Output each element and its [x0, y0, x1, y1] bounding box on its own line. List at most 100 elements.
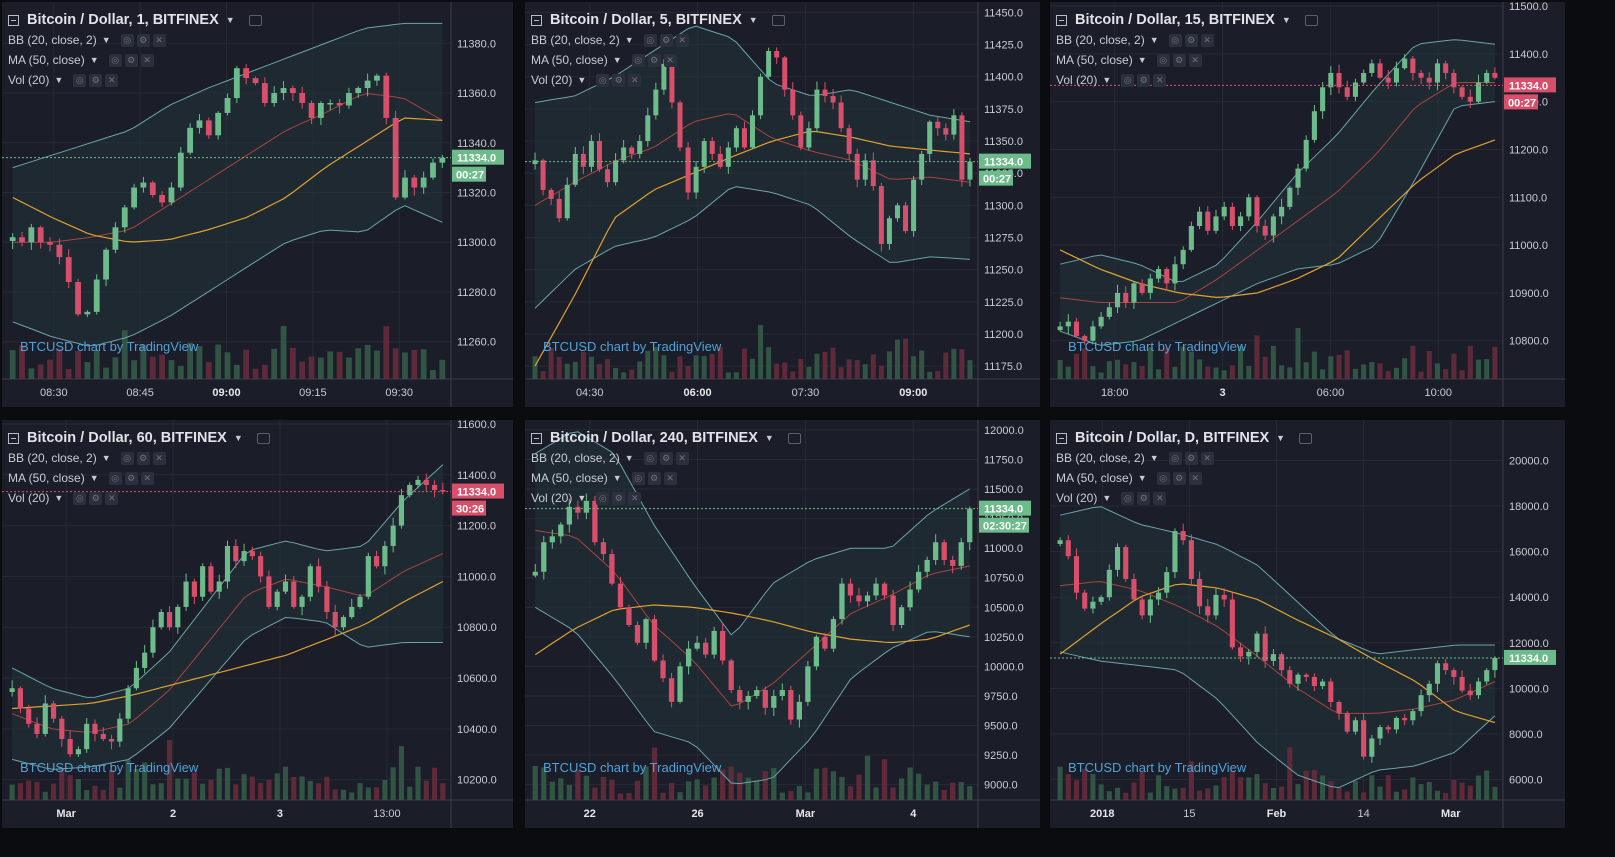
indicator-vol[interactable]: Vol (20) ▼ ◎ ⚙ ✕ — [531, 488, 801, 508]
indicator-bb[interactable]: BB (20, close, 2) ▼ ◎ ⚙ ✕ — [8, 448, 270, 468]
chart-canvas[interactable]: 20000.0 18000.0 16000.0 14000.0 12000.0 10000… — [1050, 420, 1565, 828]
symbol-title[interactable]: Bitcoin / Dollar, 5, BITFINEX ▼ — [531, 10, 785, 30]
eye-icon[interactable]: ◎ — [1156, 53, 1170, 67]
collapse-icon[interactable] — [531, 432, 542, 444]
gear-icon[interactable]: ⚙ — [89, 491, 103, 505]
eye-icon[interactable]: ◎ — [73, 491, 87, 505]
symbol-title[interactable]: Bitcoin / Dollar, D, BITFINEX ▼ — [1056, 428, 1313, 448]
chart-panel-6[interactable]: 20000.0 18000.0 16000.0 14000.0 12000.0 10000… — [1050, 420, 1565, 828]
gear-icon[interactable]: ⚙ — [136, 33, 150, 47]
indicator-bb[interactable]: BB (20, close, 2) ▼ ◎ ⚙ ✕ — [531, 448, 801, 468]
eye-icon[interactable]: ◎ — [1168, 33, 1182, 47]
gear-icon[interactable]: ⚙ — [136, 451, 150, 465]
close-icon[interactable]: ✕ — [663, 53, 677, 67]
indicator-bb[interactable]: BB (20, close, 2) ▼ ◎ ⚙ ✕ — [531, 30, 785, 50]
collapse-icon[interactable] — [1056, 432, 1067, 444]
chevron-down-icon[interactable]: ▼ — [54, 75, 64, 85]
indicator-vol[interactable]: Vol (20) ▼ ◎ ⚙ ✕ — [531, 70, 785, 90]
eye-icon[interactable]: ◎ — [120, 33, 134, 47]
eye-icon[interactable]: ◎ — [596, 73, 610, 87]
eye-icon[interactable]: ◎ — [1121, 73, 1135, 87]
eye-icon[interactable]: ◎ — [631, 53, 645, 67]
hide-icon[interactable] — [787, 432, 801, 444]
gear-icon[interactable]: ⚙ — [1172, 471, 1186, 485]
chart-canvas[interactable]: 12000.011750.011500.011250.011000.010750… — [525, 420, 1040, 828]
chevron-down-icon[interactable]: ▼ — [764, 433, 774, 443]
chevron-down-icon[interactable]: ▼ — [1102, 493, 1112, 503]
indicator-ma[interactable]: MA (50, close) ▼ ◎ ⚙ ✕ — [1056, 50, 1318, 70]
tradingview-watermark[interactable]: BTCUSD chart by TradingView — [1068, 760, 1247, 775]
gear-icon[interactable]: ⚙ — [1184, 451, 1198, 465]
indicator-bb[interactable]: BB (20, close, 2) ▼ ◎ ⚙ ✕ — [1056, 448, 1312, 468]
chart-canvas[interactable]: 11500.011400.011300.011200.011100.011000… — [1050, 2, 1565, 407]
chevron-down-icon[interactable]: ▼ — [1102, 75, 1112, 85]
collapse-icon[interactable] — [8, 14, 19, 26]
chevron-down-icon[interactable]: ▼ — [577, 75, 587, 85]
gear-icon[interactable]: ⚙ — [1137, 491, 1151, 505]
gear-icon[interactable]: ⚙ — [89, 73, 103, 87]
chevron-down-icon[interactable]: ▼ — [89, 55, 99, 65]
eye-icon[interactable]: ◎ — [1168, 451, 1182, 465]
gear-icon[interactable]: ⚙ — [1172, 53, 1186, 67]
hide-icon[interactable] — [1299, 432, 1313, 444]
hide-icon[interactable] — [1304, 14, 1318, 26]
close-icon[interactable]: ✕ — [675, 451, 689, 465]
symbol-title[interactable]: Bitcoin / Dollar, 240, BITFINEX ▼ — [531, 428, 801, 448]
symbol-title[interactable]: Bitcoin / Dollar, 1, BITFINEX ▼ — [8, 10, 262, 30]
chevron-down-icon[interactable]: ▼ — [1276, 433, 1286, 443]
close-icon[interactable]: ✕ — [675, 33, 689, 47]
chevron-down-icon[interactable]: ▼ — [612, 473, 622, 483]
chevron-down-icon[interactable]: ▼ — [101, 35, 111, 45]
chevron-down-icon[interactable]: ▼ — [1281, 15, 1291, 25]
eye-icon[interactable]: ◎ — [631, 471, 645, 485]
close-icon[interactable]: ✕ — [1200, 33, 1214, 47]
tradingview-watermark[interactable]: BTCUSD chart by TradingView — [20, 339, 199, 354]
gear-icon[interactable]: ⚙ — [612, 73, 626, 87]
chevron-down-icon[interactable]: ▼ — [101, 453, 111, 463]
tradingview-watermark[interactable]: BTCUSD chart by TradingView — [543, 339, 722, 354]
close-icon[interactable]: ✕ — [663, 471, 677, 485]
chart-canvas[interactable]: 11450.011425.011400.011375.011350.011325… — [525, 2, 1040, 407]
eye-icon[interactable]: ◎ — [643, 451, 657, 465]
collapse-icon[interactable] — [8, 432, 19, 444]
gear-icon[interactable]: ⚙ — [647, 471, 661, 485]
tradingview-watermark[interactable]: BTCUSD chart by TradingView — [1068, 339, 1247, 354]
eye-icon[interactable]: ◎ — [120, 451, 134, 465]
eye-icon[interactable]: ◎ — [108, 53, 122, 67]
collapse-icon[interactable] — [1056, 14, 1067, 26]
eye-icon[interactable]: ◎ — [108, 471, 122, 485]
chevron-down-icon[interactable]: ▼ — [612, 55, 622, 65]
close-icon[interactable]: ✕ — [1153, 491, 1167, 505]
chevron-down-icon[interactable]: ▼ — [225, 15, 235, 25]
chevron-down-icon[interactable]: ▼ — [624, 453, 634, 463]
chart-panel-1[interactable]: 11380.0 11360.0 11340.0 11320.0 11300.0 11280… — [2, 2, 513, 407]
close-icon[interactable]: ✕ — [140, 471, 154, 485]
gear-icon[interactable]: ⚙ — [124, 471, 138, 485]
chart-panel-3[interactable]: 11500.011400.011300.011200.011100.011000… — [1050, 2, 1565, 407]
close-icon[interactable]: ✕ — [1200, 451, 1214, 465]
chevron-down-icon[interactable]: ▼ — [54, 493, 64, 503]
hide-icon[interactable] — [771, 14, 785, 26]
eye-icon[interactable]: ◎ — [596, 491, 610, 505]
gear-icon[interactable]: ⚙ — [612, 491, 626, 505]
eye-icon[interactable]: ◎ — [1121, 491, 1135, 505]
chart-panel-2[interactable]: 11450.011425.011400.011375.011350.011325… — [525, 2, 1040, 407]
indicator-vol[interactable]: Vol (20) ▼ ◎ ⚙ ✕ — [8, 70, 262, 90]
hide-icon[interactable] — [248, 14, 262, 26]
chart-panel-5[interactable]: 12000.011750.011500.011250.011000.010750… — [525, 420, 1040, 828]
gear-icon[interactable]: ⚙ — [659, 33, 673, 47]
chevron-down-icon[interactable]: ▼ — [233, 433, 243, 443]
gear-icon[interactable]: ⚙ — [124, 53, 138, 67]
chevron-down-icon[interactable]: ▼ — [577, 493, 587, 503]
chevron-down-icon[interactable]: ▼ — [1137, 55, 1147, 65]
eye-icon[interactable]: ◎ — [643, 33, 657, 47]
chevron-down-icon[interactable]: ▼ — [1137, 473, 1147, 483]
indicator-bb[interactable]: BB (20, close, 2) ▼ ◎ ⚙ ✕ — [8, 30, 262, 50]
chart-panel-4[interactable]: 11600.0 11400.0 11200.0 11000.0 10800.0 10600… — [2, 420, 513, 828]
chevron-down-icon[interactable]: ▼ — [1149, 453, 1159, 463]
chevron-down-icon[interactable]: ▼ — [89, 473, 99, 483]
indicator-ma[interactable]: MA (50, close) ▼ ◎ ⚙ ✕ — [8, 50, 262, 70]
chart-canvas[interactable]: 11380.0 11360.0 11340.0 11320.0 11300.0 11280… — [2, 2, 513, 407]
chart-canvas[interactable]: 11600.0 11400.0 11200.0 11000.0 10800.0 10600… — [2, 420, 513, 828]
close-icon[interactable]: ✕ — [105, 73, 119, 87]
